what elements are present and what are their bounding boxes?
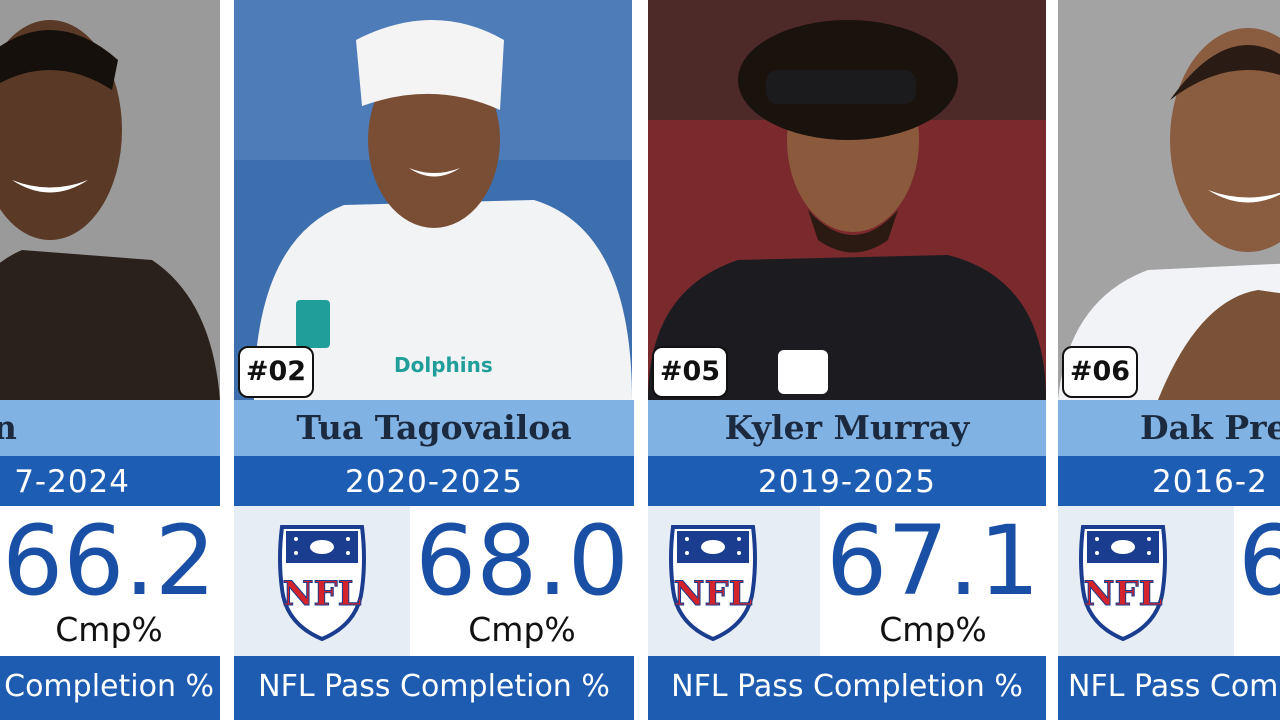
nfl-logo — [669, 525, 757, 641]
player-name: Kyler Murray — [648, 400, 1046, 456]
player-years: 7-2024 — [0, 456, 220, 506]
nfl-logo — [278, 525, 366, 641]
player-years: 2016-2 — [1058, 456, 1280, 506]
logo-panel — [1058, 506, 1234, 656]
rank-badge: #02 — [238, 346, 314, 398]
player-card: Dolphins #02 Tua Tagovailoa 2020-2025 68… — [234, 0, 634, 720]
player-photo — [1058, 0, 1280, 400]
player-years: 2020-2025 — [234, 456, 634, 506]
stat-value: 6 — [1238, 505, 1280, 617]
svg-text:Dolphins: Dolphins — [394, 353, 493, 377]
player-years: 2019-2025 — [648, 456, 1046, 506]
stat-caption: NFL Pass Com — [1058, 656, 1280, 720]
stat-unit: Cmp% — [468, 610, 576, 649]
stat-caption: NFL Pass Completion % — [234, 656, 634, 720]
player-name: un Watson — [0, 400, 220, 456]
stat-unit: Cmp% — [879, 610, 987, 649]
logo-panel — [234, 506, 410, 656]
nfl-logo — [1079, 525, 1167, 641]
player-photo: Dolphins — [234, 0, 632, 400]
stat-caption: Completion % — [0, 656, 220, 720]
player-photo — [0, 0, 220, 400]
value-panel: 67.1 Cmp% — [820, 506, 1046, 656]
value-panel: 68.0 Cmp% — [410, 506, 634, 656]
value-panel: 66.2 Cmp% — [0, 506, 220, 656]
player-card: #05 Kyler Murray 2019-2025 67.1 Cmp% NFL… — [648, 0, 1046, 720]
rank-badge: #06 — [1062, 346, 1138, 398]
stat-value: 68.0 — [415, 505, 629, 617]
player-name: Tua Tagovailoa — [234, 400, 634, 456]
stat-value: 66.2 — [2, 505, 216, 617]
player-card: #06 Dak Pre 2016-2 6 NFL Pass Com — [1058, 0, 1280, 720]
rank-badge: #05 — [652, 346, 728, 398]
value-panel: 6 — [1234, 506, 1280, 656]
stat-caption: NFL Pass Completion % — [648, 656, 1046, 720]
stat-unit: Cmp% — [55, 610, 163, 649]
player-name: Dak Pre — [1058, 400, 1280, 456]
player-card: un Watson 7-2024 66.2 Cmp% Completion % — [0, 0, 220, 720]
stat-value: 67.1 — [826, 505, 1040, 617]
player-photo — [648, 0, 1046, 400]
logo-panel — [648, 506, 824, 656]
